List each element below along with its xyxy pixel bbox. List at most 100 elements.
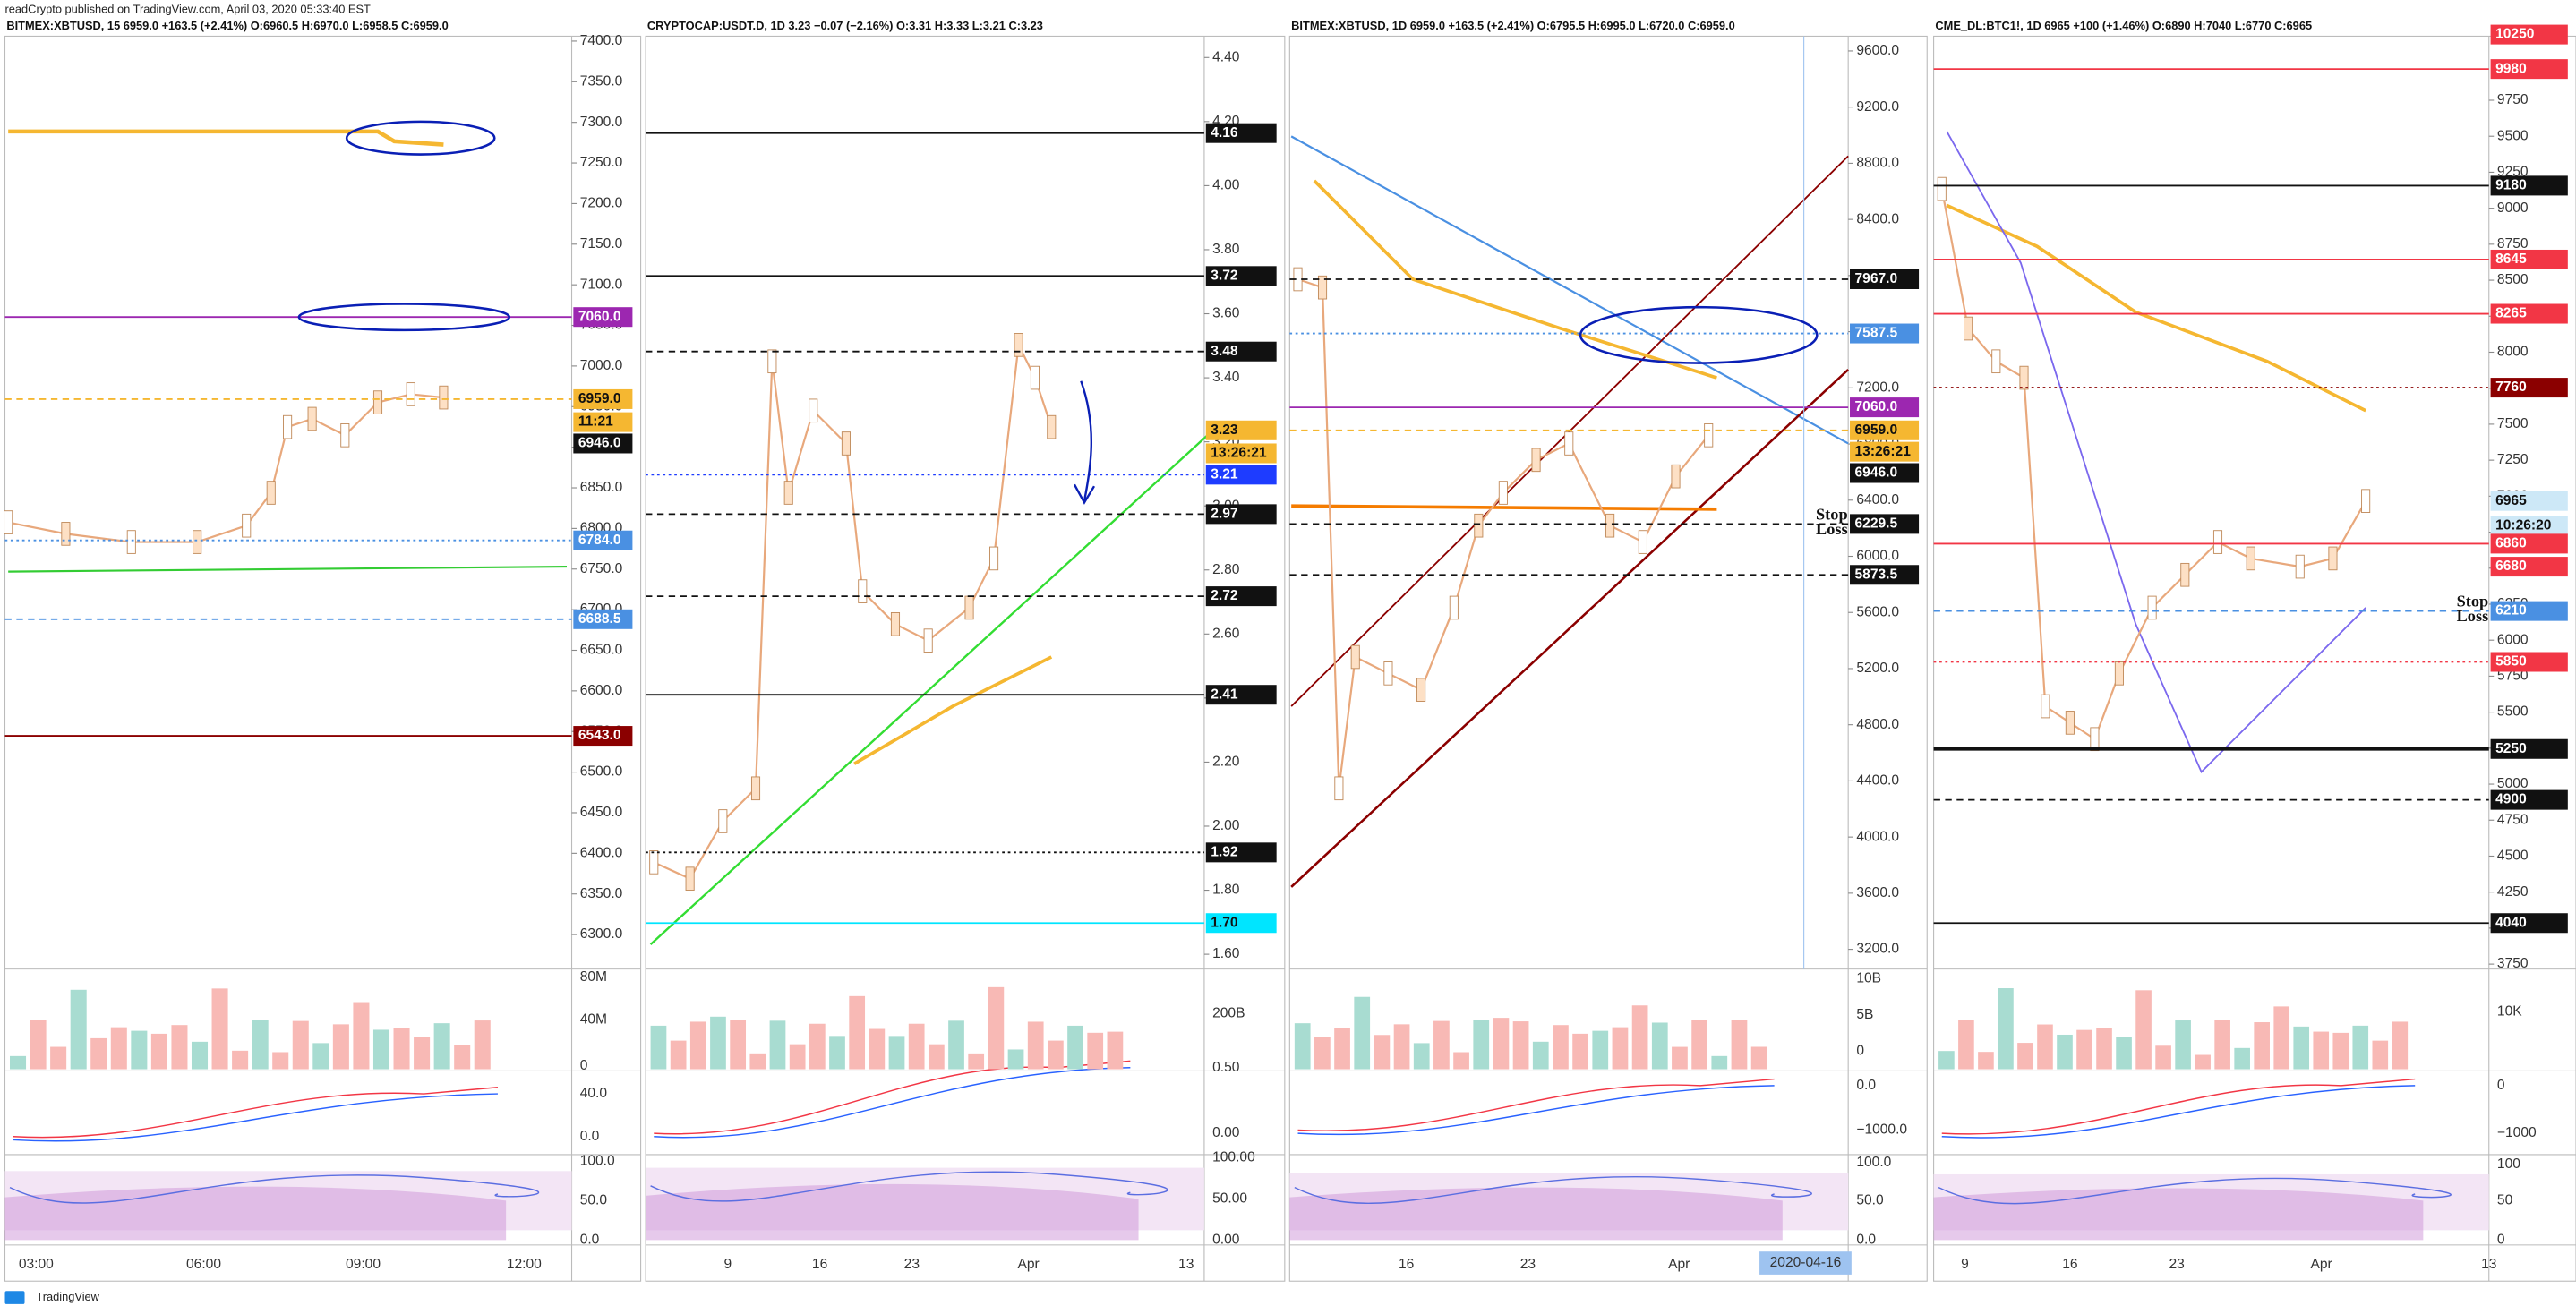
price-tick-label: 7250.0: [580, 155, 623, 170]
price-label-box: [573, 388, 633, 409]
volume-bar: [2293, 1026, 2310, 1070]
price-label-box: [1850, 323, 1920, 344]
price-label-box: [2490, 378, 2568, 398]
brand-logo: [4, 1291, 25, 1304]
volume-bar: [1453, 1052, 1469, 1070]
volume-bar: [171, 1025, 188, 1070]
price-label-box: [1205, 443, 1277, 464]
volume-tick-label: 0: [580, 1058, 588, 1073]
candle: [1449, 595, 1459, 620]
price-label-box: [1850, 514, 1920, 534]
rsi-tick-label: 50: [2497, 1192, 2513, 1207]
price-tick-label: 2.00: [1212, 818, 1240, 833]
rsi-area: [1933, 1188, 2424, 1241]
rsi-tick-label: 0: [2497, 1232, 2505, 1247]
volume-bar: [1553, 1025, 1569, 1070]
candle: [406, 382, 415, 406]
volume-bar: [1087, 1032, 1104, 1070]
volume-bar: [2234, 1047, 2250, 1070]
price-tick-label: 7300.0: [580, 115, 623, 130]
publisher: readCrypto published on TradingView.com,…: [5, 2, 372, 15]
volume-bar: [2372, 1040, 2389, 1070]
price-label: 3.21: [1211, 466, 1238, 482]
volume-bar: [1027, 1021, 1044, 1070]
rsi-tick-label: 100.0: [1856, 1155, 1891, 1170]
volume-bar: [191, 1041, 209, 1070]
annotation: [1579, 305, 1819, 364]
volume-bar: [110, 1027, 127, 1070]
candle: [1047, 414, 1057, 439]
candle: [1474, 513, 1484, 538]
volume-bar: [789, 1044, 806, 1070]
volume-bar: [1750, 1046, 1767, 1070]
price-label: 5850: [2495, 654, 2527, 670]
price-tick-label: 5600.0: [1856, 604, 1899, 619]
price-tick-label: 5750: [2497, 669, 2529, 684]
price-label-box: [1205, 913, 1277, 934]
rsi-tick-label: 0.0: [580, 1232, 600, 1247]
candle: [718, 809, 728, 833]
volume-bar: [1107, 1031, 1124, 1070]
panel-title: BITMEX:XBTUSD, 1D 6959.0 +163.5 (+2.41%)…: [1291, 19, 1735, 32]
volume-bar: [353, 1002, 370, 1070]
time-label: 9: [1961, 1257, 1969, 1272]
volume-bar: [928, 1044, 945, 1070]
macd-tick-label: −1000.0: [1856, 1122, 1907, 1138]
candle: [126, 530, 136, 554]
volume-bar: [948, 1020, 964, 1070]
candle: [266, 481, 276, 505]
price-label-box: [2490, 59, 2568, 80]
candle: [2041, 694, 2050, 719]
volume-bar: [2392, 1021, 2409, 1070]
rsi-line: [1294, 1176, 1812, 1205]
volume-bar: [1374, 1035, 1391, 1070]
price-tick-label: 6400.0: [1856, 492, 1899, 508]
macd-tick-label: 0.00: [1212, 1125, 1240, 1140]
candle: [1638, 530, 1647, 554]
price-label: 7760: [2495, 380, 2527, 395]
rsi-area: [1289, 1187, 1783, 1241]
candle: [1498, 481, 1508, 505]
price-label: 9180: [2495, 178, 2527, 193]
price-label: 9980: [2495, 61, 2527, 76]
volume-tick-label: 80M: [580, 969, 607, 985]
rsi-area: [646, 1183, 1139, 1241]
signal-line: [654, 1066, 1131, 1139]
rsi-line: [9, 1174, 540, 1204]
volume-bar: [849, 995, 866, 1070]
price-label: 8645: [2495, 252, 2527, 267]
volume-tick-label: 0: [1856, 1043, 1864, 1058]
volume-bar: [272, 1052, 289, 1070]
candle: [1030, 365, 1040, 390]
price-tick-label: 5200.0: [1856, 661, 1899, 676]
price-tick-label: 4000.0: [1856, 829, 1899, 844]
volume-bar: [689, 1021, 706, 1070]
volume-bar: [1731, 1020, 1748, 1070]
time-label: 12:00: [507, 1257, 542, 1272]
volume-tick-label: 200B: [1212, 1005, 1245, 1020]
panel-frame: [4, 35, 642, 1282]
price-label-box: [1205, 123, 1277, 143]
rsi-tick-label: 0.00: [1212, 1232, 1240, 1247]
price-label: 6680: [2495, 559, 2527, 574]
volume-bar: [968, 1053, 985, 1070]
candle: [283, 414, 293, 439]
candle: [193, 530, 202, 554]
price-label-box: [1850, 420, 1920, 440]
candle: [2019, 365, 2029, 390]
candle: [809, 398, 818, 423]
volume-bar: [393, 1028, 410, 1070]
price-tick-label: 6500.0: [580, 764, 623, 780]
price-label-box: [1205, 842, 1277, 863]
signal-line: [1941, 1085, 2416, 1139]
volume-bar: [2214, 1020, 2230, 1070]
candle: [1317, 275, 1328, 300]
price-label: 4040: [2495, 915, 2527, 930]
candle: [1937, 176, 1947, 201]
macd-tick-label: 0: [2497, 1078, 2505, 1093]
price-label-box: [573, 412, 633, 432]
volume-bar: [1572, 1033, 1588, 1070]
price-tick-label: 9250: [2497, 165, 2529, 180]
price-tick-label: 8800.0: [1856, 156, 1899, 171]
